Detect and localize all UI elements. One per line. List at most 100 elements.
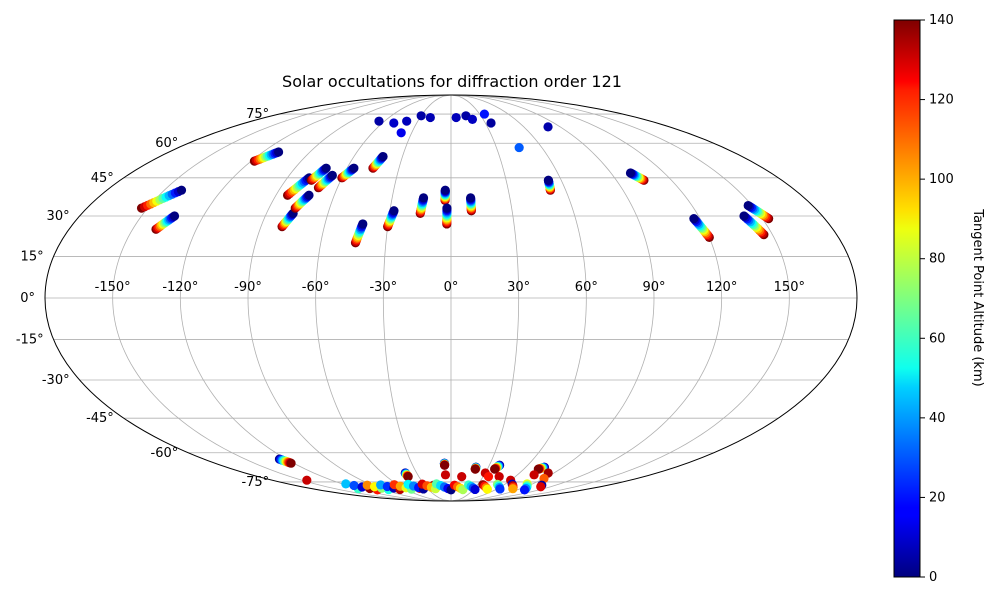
gridline-lon — [450, 94, 587, 502]
lat-tick-label: 0° — [20, 291, 35, 306]
occultation-point — [402, 116, 412, 126]
occultation-point — [416, 111, 426, 121]
occultation-point — [304, 190, 314, 200]
lat-tick-label: -15° — [16, 333, 44, 348]
occultation-point — [470, 484, 480, 495]
occultation-point — [273, 147, 284, 157]
occultation-point — [457, 472, 467, 482]
colorbar-label: Tangent Point Altitude (km) — [970, 208, 985, 386]
occultation-point — [341, 479, 351, 489]
occultation-point — [440, 460, 450, 470]
occultation-point — [508, 484, 518, 494]
occultation-point — [451, 112, 461, 123]
occultation-point — [479, 109, 490, 119]
occultation-point — [440, 185, 450, 195]
lon-tick-label: 0° — [444, 280, 459, 295]
occultation-point — [302, 475, 312, 485]
gridline-lon — [315, 94, 452, 502]
occultation-point — [467, 114, 478, 124]
occultation-point — [529, 470, 539, 480]
gridline-lon — [247, 94, 452, 502]
latitude-tick-labels: -75° -60° -45° -30° -15° 0° 15° 30° 45° 60° 75° — [16, 107, 269, 490]
occultation-point — [403, 472, 413, 482]
colorbar-tick-label: 0 — [929, 570, 937, 585]
lon-tick-label: 30° — [507, 280, 530, 295]
occultation-point — [514, 142, 524, 153]
lon-tick-label: -90° — [234, 280, 262, 295]
lon-tick-label: 150° — [774, 280, 805, 295]
occultation-point — [625, 168, 636, 178]
lat-tick-label: -45° — [86, 411, 114, 426]
occultation-point — [543, 122, 553, 132]
occultation-point — [440, 470, 451, 480]
occultation-point — [494, 472, 504, 482]
lon-tick-label: -120° — [162, 280, 198, 295]
colorbar-tick-label: 60 — [929, 331, 946, 346]
lon-tick-label: 90° — [642, 280, 665, 295]
lat-tick-label: -60° — [151, 446, 179, 461]
colorbar: 0 20 40 60 80 100 120 140 — [893, 13, 954, 585]
occultation-point — [176, 185, 187, 195]
occultation-point — [486, 118, 496, 128]
lon-tick-label: -30° — [369, 280, 397, 295]
lat-tick-label: 30° — [47, 209, 70, 224]
occultation-point — [466, 193, 476, 203]
gridline-lon — [450, 94, 520, 502]
lat-tick-label: -30° — [42, 373, 70, 388]
occultation-point — [490, 464, 500, 474]
occultation-point — [483, 472, 494, 482]
occultation-point — [321, 163, 331, 173]
occultation-point — [358, 219, 368, 229]
gridline-lon — [450, 94, 723, 502]
occultation-point — [495, 484, 505, 494]
lon-tick-label: 60° — [575, 280, 598, 295]
occultation-point — [743, 200, 753, 211]
occultation-point — [470, 464, 480, 474]
occultation-point — [362, 480, 372, 490]
occultation-point — [389, 206, 399, 216]
occultation-point — [418, 193, 429, 203]
occultation-point — [396, 128, 406, 138]
colorbar-gradient — [893, 19, 921, 578]
lon-tick-label: -60° — [302, 280, 330, 295]
lat-tick-label: -75° — [241, 475, 269, 490]
occultation-point — [378, 151, 388, 162]
occultation-point — [349, 480, 359, 491]
colorbar-tick-label: 100 — [929, 172, 954, 187]
gridline-lon — [179, 94, 452, 502]
gridline-lon — [382, 94, 452, 502]
occultation-point — [286, 458, 296, 468]
chart-title: Solar occultations for diffraction order… — [282, 72, 622, 91]
colorbar-tick-label: 40 — [929, 411, 946, 426]
colorbar-tick-label: 120 — [929, 93, 954, 108]
gridline-lon — [112, 94, 452, 502]
lon-tick-label: 120° — [706, 280, 737, 295]
occultation-point — [169, 211, 180, 221]
lat-tick-label: 15° — [21, 249, 44, 264]
occultation-point — [543, 175, 553, 185]
occultation-points — [136, 109, 774, 495]
occultation-point — [442, 203, 452, 213]
lat-tick-label: 45° — [91, 171, 114, 186]
occultation-point — [374, 116, 384, 126]
colorbar-tick-label: 140 — [929, 13, 954, 28]
occultation-point — [327, 170, 337, 180]
gridline-lon — [450, 94, 790, 502]
occultation-point — [519, 485, 530, 495]
occultation-point — [482, 484, 492, 494]
lat-tick-label: 75° — [246, 107, 269, 122]
map-boundary — [44, 94, 858, 502]
gridline-lon — [450, 94, 655, 502]
occultation-point — [389, 118, 399, 128]
lon-tick-label: -150° — [95, 280, 131, 295]
map-gridlines — [45, 94, 857, 502]
occultation-point — [425, 112, 435, 123]
occultation-point — [689, 214, 699, 224]
occultation-point — [739, 211, 749, 221]
colorbar-tick-label: 80 — [929, 252, 946, 267]
occultation-point — [536, 482, 546, 492]
longitude-tick-labels: -150° -120° -90° -60° -30° 0° 30° 60° 90° 120° 150… — [95, 280, 805, 295]
lat-tick-label: 60° — [155, 136, 178, 151]
occultation-point — [349, 163, 359, 173]
